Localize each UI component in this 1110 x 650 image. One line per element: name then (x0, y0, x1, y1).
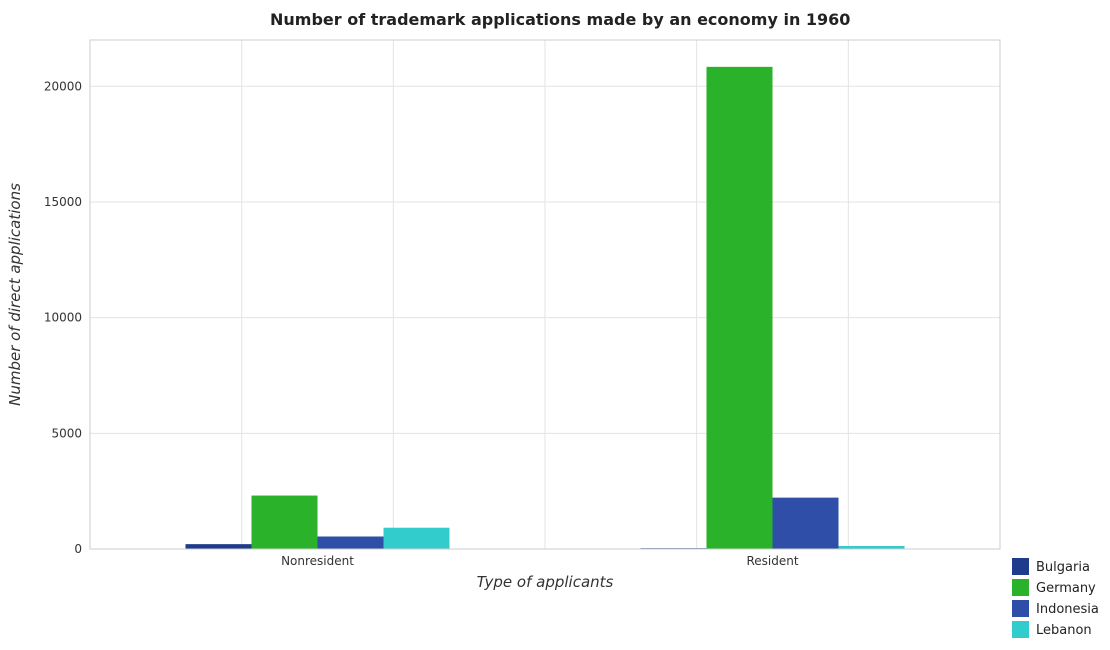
y-tick-label: 20000 (44, 79, 82, 93)
legend: Bulgaria Germany Indonesia Lebanon (1012, 558, 1099, 638)
x-axis-ticks: Nonresident Resident (281, 554, 799, 568)
legend-label: Germany (1036, 581, 1096, 596)
bar-indonesia-resident (772, 497, 839, 549)
bar-bulgaria-nonresident (185, 544, 252, 549)
legend-swatch (1012, 558, 1029, 575)
bars (185, 66, 905, 549)
y-tick-label: 5000 (51, 426, 82, 440)
y-axis-label: Number of direct applications (6, 183, 24, 406)
x-tick-label: Nonresident (281, 554, 354, 568)
legend-label: Bulgaria (1036, 560, 1090, 575)
y-axis-ticks: 0 5000 10000 15000 20000 (44, 79, 82, 556)
y-tick-label: 10000 (44, 311, 82, 325)
plot-frame (89, 39, 1001, 550)
grid (90, 40, 1000, 550)
legend-swatch (1012, 579, 1029, 596)
bar-indonesia-nonresident (317, 536, 384, 549)
y-tick-label: 15000 (44, 195, 82, 209)
bar-germany-resident (706, 66, 773, 549)
x-axis-label: Type of applicants (477, 573, 614, 591)
legend-swatch (1012, 600, 1029, 617)
bar-germany-nonresident (251, 495, 318, 549)
legend-label: Lebanon (1036, 623, 1092, 638)
bar-lebanon-nonresident (383, 527, 450, 549)
bar-lebanon-resident (838, 545, 905, 549)
legend-swatch (1012, 621, 1029, 638)
x-tick-label: Resident (746, 554, 798, 568)
legend-label: Indonesia (1036, 602, 1099, 617)
chart-title: Number of trademark applications made by… (270, 10, 850, 29)
y-tick-label: 0 (74, 542, 82, 556)
